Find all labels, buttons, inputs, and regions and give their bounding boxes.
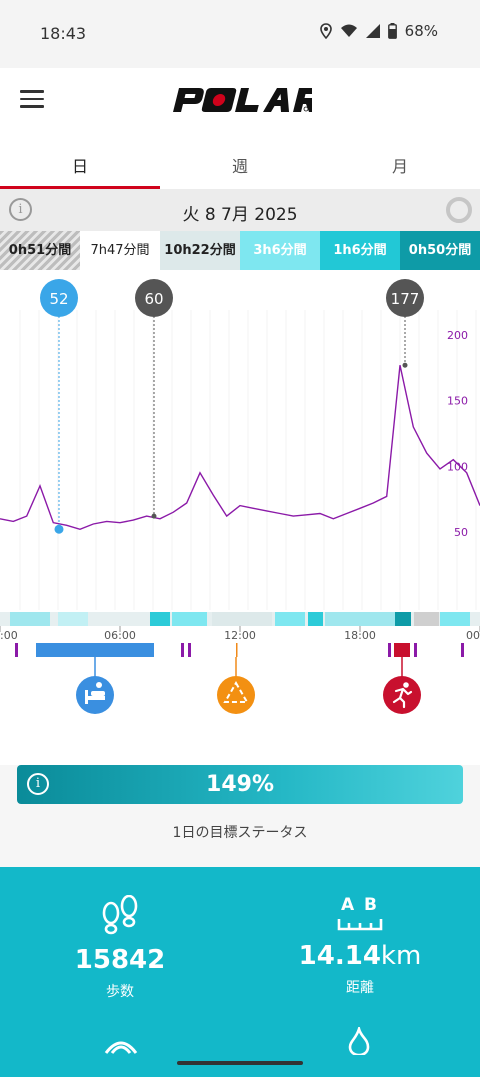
- sleep-bar[interactable]: [36, 643, 154, 657]
- date-row: i 火 8 7月 2025: [0, 189, 480, 231]
- marker-point: [402, 362, 408, 368]
- period-tabs: 日 週 月: [0, 134, 480, 189]
- hr-markers: 52 60 177: [40, 279, 424, 534]
- stats-panel: 15842 歩数 A B 14.14km 距離: [0, 867, 480, 1077]
- distance-stat[interactable]: A B 14.14km 距離: [240, 895, 480, 997]
- distance-icon-text: A B: [340, 895, 380, 915]
- zone-0-duration: 0h51分間: [0, 231, 80, 270]
- info-icon[interactable]: i: [9, 198, 32, 221]
- footsteps-icon: [102, 894, 138, 935]
- status-icons: 68%: [319, 22, 438, 40]
- y-tick-label: 100: [447, 460, 468, 473]
- x-tick-label: 18:00: [344, 629, 376, 642]
- x-tick-label: :00: [0, 629, 18, 642]
- zone-3-duration: 3h6分間: [240, 231, 320, 270]
- distance-unit: km: [380, 941, 422, 971]
- x-tick-label: 06:00: [104, 629, 136, 642]
- tab-month[interactable]: 月: [391, 157, 408, 176]
- activity-stripe: [0, 612, 480, 626]
- status-time: 18:43: [40, 24, 87, 43]
- calories-icon: [104, 1041, 138, 1054]
- battery-percent: 68%: [404, 22, 438, 40]
- heart-rate-chart[interactable]: 200 150 100 50 52 60 177 :00 06:00 12:00 18:00 00: [0, 270, 480, 765]
- goal-label: 1日の目標ステータス: [172, 825, 308, 841]
- goal-progress-bar[interactable]: i 149%: [17, 765, 463, 804]
- running-icon[interactable]: [383, 676, 421, 714]
- polar-logo: [173, 88, 312, 112]
- tab-week[interactable]: 週: [231, 157, 248, 176]
- y-tick-label: 50: [454, 526, 468, 539]
- tab-day[interactable]: 日: [0, 134, 160, 189]
- y-axis-labels: 200 150 100 50: [447, 329, 468, 539]
- heart-rate-line: [0, 365, 480, 531]
- app-bar: [0, 68, 480, 134]
- daily-goal-section: i 149% 1日の目標ステータス: [0, 765, 480, 867]
- workout-bar[interactable]: [394, 643, 410, 657]
- status-bar: 18:43 68%: [0, 0, 480, 68]
- menu-button[interactable]: [20, 90, 44, 110]
- steps-value: 15842: [74, 945, 166, 975]
- x-tick-label: 00: [466, 629, 480, 642]
- zone-4-duration: 1h6分間: [320, 231, 400, 270]
- marker-bubble: [135, 279, 173, 317]
- marker-value: 60: [144, 290, 163, 308]
- gesture-nav-handle[interactable]: [177, 1061, 303, 1065]
- zone-1-duration: 7h47分間: [80, 231, 160, 270]
- x-tick-label: 12:00: [224, 629, 256, 642]
- sync-icon[interactable]: [446, 197, 472, 223]
- goal-info-icon[interactable]: i: [27, 773, 49, 795]
- distance-value: 14.14: [298, 941, 381, 971]
- signal-icon: [365, 24, 380, 38]
- marker-point: [54, 524, 64, 534]
- activity-triangle-icon[interactable]: [217, 676, 255, 714]
- marker-bubble: [386, 279, 424, 317]
- sleep-icon[interactable]: [76, 676, 114, 714]
- steps-label: 歩数: [106, 984, 134, 1000]
- distance-icon: A B: [240, 895, 480, 935]
- flame-icon: [348, 1027, 370, 1055]
- zone-5-duration: 0h50分間: [400, 231, 480, 270]
- goal-percent: 149%: [206, 772, 274, 797]
- steps-stat[interactable]: 15842 歩数: [0, 894, 240, 1001]
- location-icon: [319, 23, 332, 39]
- x-axis-labels: :00 06:00 12:00 18:00 00: [0, 626, 480, 642]
- marker-bubble: [40, 279, 78, 317]
- zone-2-duration: 10h22分間: [160, 231, 240, 270]
- battery-icon: [387, 23, 397, 39]
- date-label[interactable]: 火 8 7月 2025: [182, 205, 298, 225]
- marker-value: 177: [391, 290, 420, 308]
- marker-point: [151, 513, 157, 519]
- distance-label: 距離: [346, 980, 374, 996]
- y-tick-label: 200: [447, 329, 468, 342]
- wifi-icon: [340, 24, 357, 37]
- chart-gridlines: [19, 310, 477, 610]
- hr-zone-bar: 0h51分間 7h47分間 10h22分間 3h6分間 1h6分間 0h50分間: [0, 231, 480, 270]
- y-tick-label: 150: [447, 395, 468, 408]
- marker-value: 52: [49, 290, 68, 308]
